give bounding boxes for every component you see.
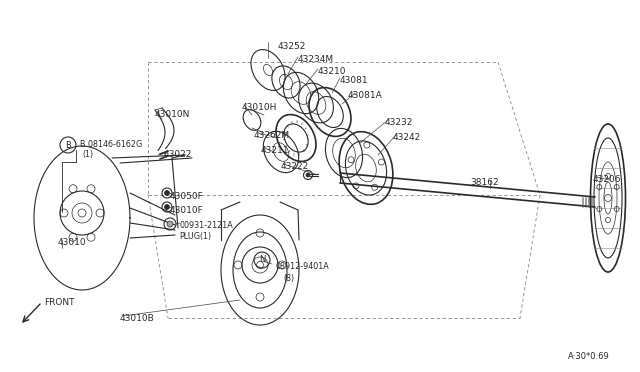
Text: N: N [259,256,265,264]
Text: 43232: 43232 [385,118,413,127]
Text: A·30*0.69: A·30*0.69 [568,352,610,361]
Text: (8): (8) [283,274,294,283]
Text: 43222: 43222 [281,162,309,171]
Text: 43211: 43211 [261,146,289,155]
Text: 43010B: 43010B [120,314,155,323]
Text: B: B [65,141,71,150]
Text: 43010N: 43010N [155,110,190,119]
Ellipse shape [164,190,170,196]
Text: FRONT: FRONT [44,298,74,307]
Ellipse shape [257,262,264,269]
Text: 43262M: 43262M [254,131,290,140]
Text: 00931-2121A: 00931-2121A [179,221,233,230]
Ellipse shape [306,173,310,177]
Text: 43252: 43252 [278,42,307,51]
Text: 08912-9401A: 08912-9401A [276,262,330,271]
Text: 38162: 38162 [470,178,499,187]
Text: 43010H: 43010H [242,103,277,112]
Text: 43242: 43242 [393,133,421,142]
Text: 43050F: 43050F [170,192,204,201]
Text: 43210: 43210 [318,67,346,76]
Text: 43010: 43010 [58,238,86,247]
Text: 43022: 43022 [164,150,193,159]
Text: 43081: 43081 [340,76,369,85]
Text: B 08146-6162G: B 08146-6162G [80,140,142,149]
Text: (1): (1) [82,150,93,159]
Text: 43081A: 43081A [348,91,383,100]
Ellipse shape [167,221,173,227]
Text: 43010F: 43010F [170,206,204,215]
Text: 43206: 43206 [593,175,621,184]
Text: 43234M: 43234M [298,55,334,64]
Text: PLUG(1): PLUG(1) [179,232,211,241]
Ellipse shape [164,205,170,209]
Ellipse shape [78,209,86,217]
